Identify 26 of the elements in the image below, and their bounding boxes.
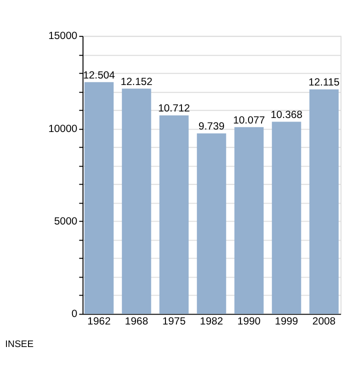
data-label: 12.115 xyxy=(308,78,340,89)
data-label: 10.077 xyxy=(233,115,266,126)
x-tick-label: 1968 xyxy=(124,316,148,328)
bar xyxy=(309,89,339,314)
x-tick-label: 2008 xyxy=(312,316,336,328)
y-tick-label: 0 xyxy=(72,309,78,320)
bar xyxy=(84,82,114,314)
x-tick-label: 1982 xyxy=(200,316,224,328)
data-label: 9.739 xyxy=(198,122,225,133)
bar xyxy=(272,122,302,314)
text: INSEE xyxy=(5,339,34,350)
data-label: 12.152 xyxy=(120,76,153,88)
bar xyxy=(234,127,264,314)
x-tick-label: 1975 xyxy=(162,316,186,328)
data-label: 10.712 xyxy=(158,104,190,115)
y-tick-label: 5000 xyxy=(54,216,78,228)
x-tick-label: 1999 xyxy=(274,316,298,328)
data-label: 12.504 xyxy=(83,70,116,82)
data-label: 10.368 xyxy=(270,110,303,121)
x-tick-label: 1962 xyxy=(87,316,111,328)
bar xyxy=(122,88,152,314)
bar xyxy=(159,115,189,314)
bar xyxy=(196,133,226,314)
y-tick-label: 10000 xyxy=(48,124,78,135)
x-tick-label: 1990 xyxy=(237,316,261,328)
y-tick-label: 15000 xyxy=(48,31,78,42)
